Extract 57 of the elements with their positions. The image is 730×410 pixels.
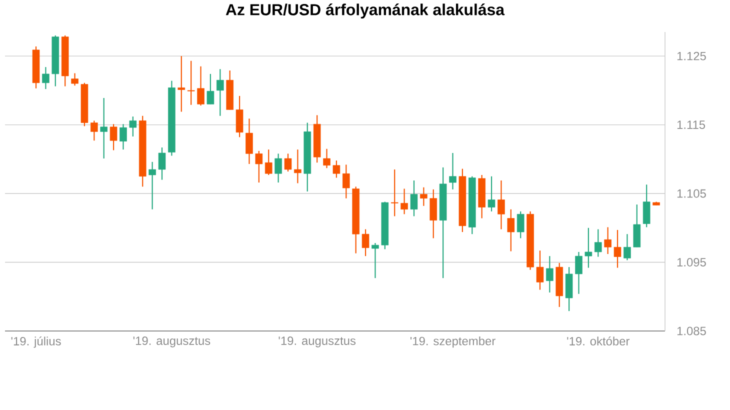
candlestick xyxy=(264,148,272,176)
candlestick xyxy=(158,146,166,180)
candlestick xyxy=(178,56,186,112)
candlestick xyxy=(71,72,78,86)
x-tick-label: '19. augusztus xyxy=(133,336,210,348)
candlestick xyxy=(362,228,370,257)
x-tick-label: '19. szeptember xyxy=(410,336,496,348)
candlestick xyxy=(332,160,340,178)
candlestick xyxy=(206,73,214,105)
candlestick xyxy=(642,184,650,228)
y-tick-label: 1.105 xyxy=(677,189,706,198)
candlestick xyxy=(197,66,204,106)
chart-title: Az EUR/USD árfolyamának alakulása xyxy=(226,4,505,18)
x-tick-label: '19. október xyxy=(567,336,630,346)
candlestick xyxy=(372,242,379,279)
candlestick xyxy=(507,208,515,252)
candlestick xyxy=(449,152,456,190)
candlestick xyxy=(342,164,350,199)
candlestick xyxy=(546,256,554,294)
y-tick-label: 1.125 xyxy=(677,52,706,60)
candlestick xyxy=(390,168,398,217)
candlestick xyxy=(294,148,302,184)
candlestick xyxy=(187,60,195,106)
candlestick xyxy=(400,188,408,215)
candlestick xyxy=(594,228,602,258)
candlestick xyxy=(488,176,496,212)
candlestick xyxy=(584,227,592,268)
candlestick xyxy=(624,234,631,261)
candlestick xyxy=(323,148,330,169)
x-tick-label: '19. augusztus xyxy=(278,336,356,348)
candlestick xyxy=(274,153,282,184)
candlestick xyxy=(246,118,253,165)
candlestick xyxy=(236,95,244,138)
candlestick xyxy=(420,186,428,206)
candlestick xyxy=(110,124,118,151)
y-tick-label: 1.115 xyxy=(677,120,706,129)
candlestick xyxy=(100,97,108,160)
y-tick-label: 1.095 xyxy=(677,258,706,266)
candlestick xyxy=(516,210,524,239)
candlestick xyxy=(614,229,622,268)
x-tick-label: '19. július xyxy=(11,336,61,348)
candlestick xyxy=(575,251,582,294)
candlestick xyxy=(120,124,127,150)
candlestick xyxy=(604,226,612,255)
candlestick xyxy=(255,150,263,184)
candlestick xyxy=(284,153,292,172)
candlestick xyxy=(216,68,224,116)
candlestick xyxy=(129,116,137,138)
candlestick xyxy=(148,161,156,210)
candlestick xyxy=(498,180,505,230)
candlestick xyxy=(430,188,438,239)
candlestick xyxy=(42,66,50,90)
y-tick-label: 1.085 xyxy=(677,326,706,336)
candlestick xyxy=(410,180,418,217)
candlestick xyxy=(633,204,641,248)
candlestick xyxy=(90,120,98,142)
candlestick xyxy=(536,250,544,290)
